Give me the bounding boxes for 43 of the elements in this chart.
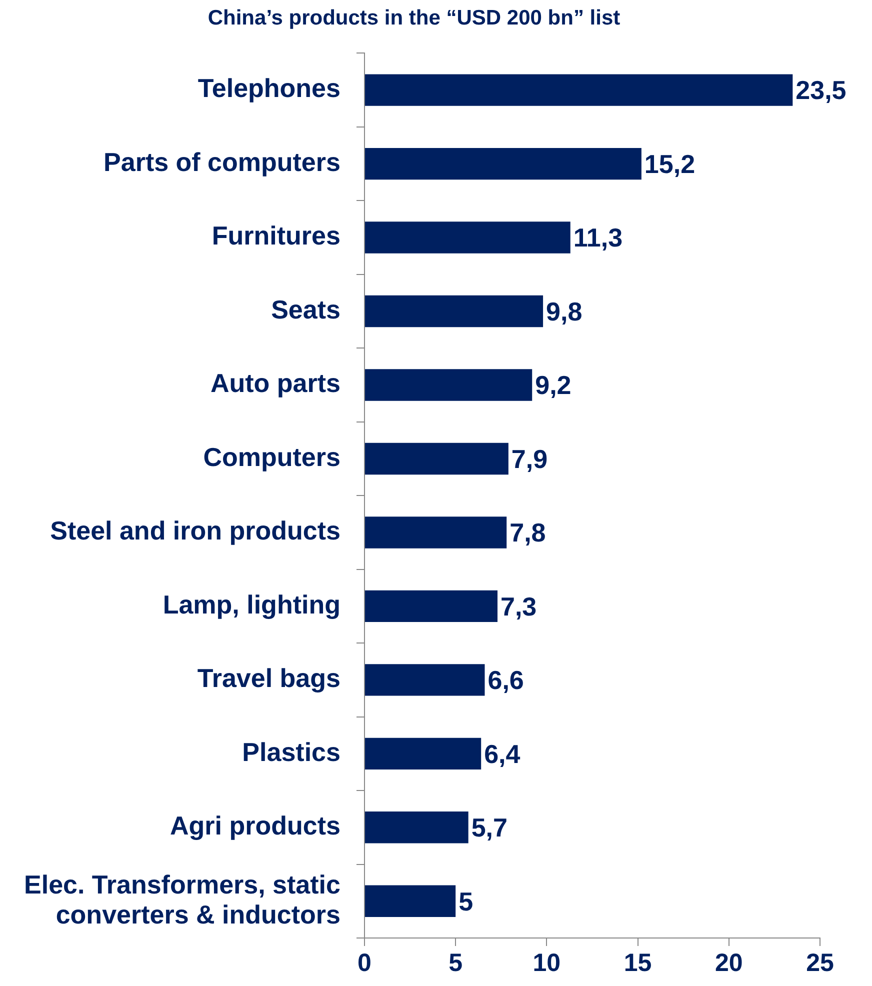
x-tick-label: 0	[358, 948, 372, 977]
bar	[364, 738, 482, 770]
data-label: 5,7	[471, 812, 508, 843]
y-tick-label: Computers	[203, 442, 340, 472]
bar	[364, 812, 468, 844]
data-label: 5	[458, 886, 474, 916]
bar	[364, 74, 793, 106]
y-tick-label: Furnitures	[212, 220, 340, 251]
x-tick-label: 20	[714, 948, 743, 977]
y-tick-label: Plastics	[242, 736, 340, 767]
bar	[364, 664, 485, 696]
y-tick-label: Telephones	[198, 73, 340, 104]
data-label: 7,8	[510, 518, 546, 548]
data-label: 9,2	[535, 370, 572, 400]
data-label: 9,8	[546, 296, 582, 326]
y-tick-label: Parts of computers	[104, 146, 340, 177]
data-label: 6,4	[484, 738, 521, 769]
y-tick-label: Travel bags	[197, 663, 340, 694]
x-tick-label: 15	[624, 948, 652, 977]
bar	[364, 885, 456, 917]
chart-title: China’s products in the “USD 200 bn” list	[208, 6, 620, 30]
y-tick-label: Auto parts	[210, 368, 340, 398]
x-tick-label: 10	[532, 948, 561, 977]
y-tick-label: Lamp, lighting	[162, 589, 340, 620]
data-label: 6,6	[488, 665, 524, 696]
data-label: 11,3	[573, 222, 623, 253]
x-tick-label: 5	[448, 948, 463, 977]
bar	[364, 295, 544, 328]
y-tick-label: Seats	[271, 294, 340, 324]
bar	[364, 222, 570, 254]
y-tick-label: Agri products	[170, 810, 340, 841]
bar	[364, 369, 532, 401]
y-tick-label: Steel and iron products	[50, 516, 340, 546]
data-label: 15,2	[644, 148, 696, 179]
bar	[364, 442, 508, 475]
bar	[364, 148, 642, 180]
y-tick-label: Elec. Transformers, static converters & inductors	[24, 869, 340, 930]
data-label: 23,5	[796, 75, 846, 106]
bar	[364, 590, 498, 622]
data-label: 7,9	[511, 444, 548, 474]
x-tick-label: 25	[806, 948, 834, 977]
bar	[364, 516, 507, 548]
data-label: 7,3	[500, 591, 537, 622]
